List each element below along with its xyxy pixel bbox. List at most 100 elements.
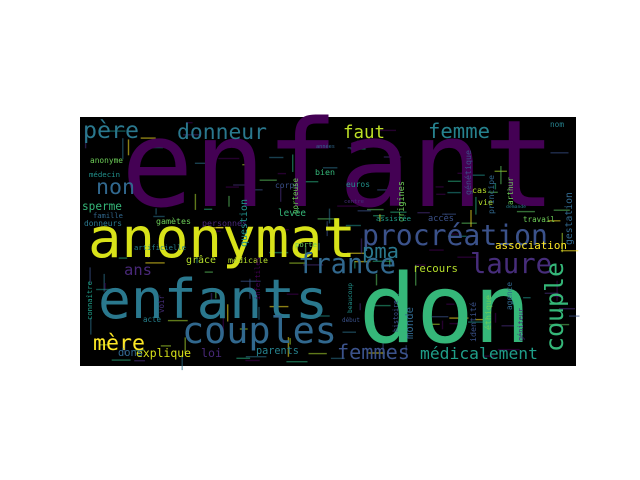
noise-mark bbox=[194, 162, 206, 164]
word-non: non bbox=[96, 175, 135, 200]
noise-mark bbox=[442, 213, 456, 215]
noise-mark bbox=[204, 271, 213, 273]
noise-mark bbox=[269, 156, 284, 159]
word-connaitre: connaître bbox=[85, 281, 94, 320]
noise-mark bbox=[415, 264, 426, 266]
word-identite: identité bbox=[468, 302, 478, 342]
word-beaucoup: beaucoup bbox=[347, 283, 354, 313]
noise-mark bbox=[442, 291, 452, 293]
word-explique: explique bbox=[136, 346, 191, 360]
word-loi: loi bbox=[201, 346, 222, 360]
noise-mark bbox=[258, 306, 260, 320]
noise-mark bbox=[494, 312, 497, 323]
noise-mark bbox=[475, 318, 484, 321]
noise-mark bbox=[322, 167, 338, 169]
noise-mark bbox=[236, 357, 251, 359]
noise-mark bbox=[512, 127, 515, 149]
noise-mark bbox=[245, 359, 260, 362]
noise-mark bbox=[289, 338, 291, 345]
noise-mark bbox=[135, 349, 145, 351]
noise-mark bbox=[446, 303, 455, 305]
noise-mark bbox=[111, 359, 131, 361]
word-nom: nom bbox=[550, 120, 564, 129]
noise-mark bbox=[90, 317, 92, 335]
word-procreation: procréation bbox=[362, 219, 548, 252]
noise-mark bbox=[292, 154, 294, 172]
word-anonymat: anonymat bbox=[88, 206, 356, 271]
noise-mark bbox=[346, 252, 366, 254]
noise-mark bbox=[342, 331, 356, 333]
noise-mark bbox=[449, 317, 469, 319]
noise-mark bbox=[384, 230, 386, 238]
noise-mark bbox=[289, 262, 308, 264]
word-levee: levée bbox=[278, 208, 306, 219]
noise-mark bbox=[210, 293, 213, 303]
word-enfant: enfant bbox=[121, 95, 556, 235]
noise-mark bbox=[347, 147, 362, 149]
noise-mark bbox=[457, 172, 469, 174]
word-famille: famille bbox=[93, 211, 123, 220]
noise-mark bbox=[435, 186, 444, 188]
noise-mark bbox=[103, 273, 105, 292]
noise-mark bbox=[436, 193, 446, 195]
noise-mark bbox=[108, 130, 126, 132]
noise-mark bbox=[372, 304, 391, 307]
noise-mark bbox=[468, 321, 486, 323]
noise-mark bbox=[459, 323, 468, 325]
cloud-background bbox=[80, 117, 576, 366]
word-ans: ans bbox=[124, 261, 152, 279]
noise-mark bbox=[245, 356, 267, 358]
noise-mark bbox=[232, 260, 239, 262]
noise-mark bbox=[286, 361, 308, 363]
noise-mark bbox=[124, 340, 126, 355]
word-origines: origines bbox=[397, 181, 407, 222]
word-parents: parents bbox=[256, 346, 299, 357]
noise-mark bbox=[269, 305, 289, 308]
noise-mark bbox=[204, 208, 213, 210]
word-gestation: gestation bbox=[564, 192, 575, 245]
word-centre: centre bbox=[344, 199, 364, 205]
noise-mark bbox=[206, 147, 209, 168]
noise-mark bbox=[127, 139, 130, 156]
word-anonyme: anonyme bbox=[90, 156, 123, 165]
noise-mark bbox=[550, 152, 569, 154]
word-medecin: médecin bbox=[89, 170, 120, 179]
noise-mark bbox=[228, 195, 230, 207]
word-porteuse: porteuse bbox=[291, 178, 300, 214]
noise-mark bbox=[304, 245, 307, 256]
noise-mark bbox=[451, 233, 461, 235]
word-grace: grâce bbox=[186, 254, 216, 266]
noise-mark bbox=[303, 264, 324, 266]
word-genetique: génétique bbox=[463, 150, 473, 195]
noise-mark bbox=[196, 255, 198, 264]
noise-mark bbox=[96, 288, 116, 291]
noise-mark bbox=[494, 183, 497, 190]
noise-mark bbox=[461, 222, 477, 224]
noise-mark bbox=[561, 232, 563, 253]
noise-mark bbox=[287, 146, 305, 148]
noise-mark bbox=[378, 129, 396, 132]
noise-mark bbox=[553, 209, 570, 211]
noise-mark bbox=[463, 174, 485, 176]
word-personnes: personnes bbox=[202, 218, 247, 228]
word-donneur: donneur bbox=[177, 120, 267, 145]
word-medicalement: médicalement bbox=[420, 344, 538, 363]
noise-mark bbox=[222, 315, 224, 333]
word-porte: porte bbox=[295, 240, 317, 249]
noise-mark bbox=[415, 265, 417, 286]
word-travail: travail bbox=[523, 215, 555, 224]
word-pma: pma bbox=[362, 239, 399, 263]
word-principe: principe bbox=[486, 175, 496, 214]
noise-mark bbox=[308, 315, 330, 317]
noise-mark bbox=[104, 283, 106, 291]
noise-mark bbox=[147, 245, 149, 258]
noise-mark bbox=[280, 186, 282, 202]
word-geniteur: géniteur bbox=[517, 308, 525, 341]
noise-mark bbox=[122, 138, 124, 160]
noise-mark bbox=[282, 229, 289, 231]
word-acces: accès bbox=[428, 213, 454, 224]
word-cas: cas bbox=[472, 185, 487, 195]
word-voir: voir bbox=[157, 295, 166, 313]
word-association: association bbox=[495, 239, 567, 252]
word-enfants: enfants bbox=[98, 267, 328, 331]
